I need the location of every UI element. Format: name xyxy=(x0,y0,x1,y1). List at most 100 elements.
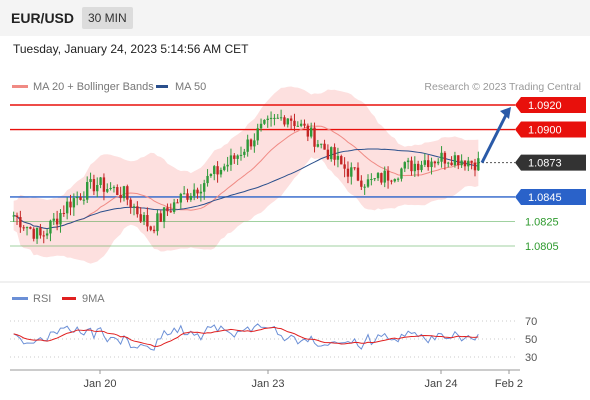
level-label: 1.0900 xyxy=(515,121,586,138)
candle xyxy=(243,148,246,158)
candle xyxy=(32,227,35,242)
candle xyxy=(239,146,243,161)
candle xyxy=(196,187,199,199)
candle xyxy=(309,122,313,139)
candle xyxy=(219,167,223,178)
ma50-legend-label: MA 50 xyxy=(175,81,206,93)
candle xyxy=(336,147,340,168)
candle xyxy=(303,119,306,129)
projection-arrow xyxy=(480,107,511,164)
candle xyxy=(440,146,443,168)
rsi-legend-swatch xyxy=(12,297,28,300)
candle xyxy=(463,160,467,171)
candle xyxy=(162,206,166,229)
candle xyxy=(59,209,62,233)
candle xyxy=(326,144,330,161)
candles xyxy=(12,109,480,244)
candle xyxy=(75,191,79,206)
candle xyxy=(333,143,336,166)
candle xyxy=(22,225,25,231)
rsi-grid: 30 50 70 xyxy=(10,316,537,364)
legend: MA 20 + Bollinger Bands MA 50 Research ©… xyxy=(12,81,581,93)
candle xyxy=(216,161,219,183)
candle xyxy=(306,123,310,142)
candle xyxy=(86,176,89,204)
candle xyxy=(253,133,256,153)
candle xyxy=(106,183,109,194)
candle xyxy=(152,225,156,234)
candle xyxy=(366,174,370,188)
candle xyxy=(35,227,39,244)
ma20-legend-label: MA 20 + Bollinger Bands xyxy=(33,81,154,93)
candle xyxy=(45,228,49,240)
candle xyxy=(299,119,303,128)
candle xyxy=(42,230,45,244)
level-labels: 1.0920 1.0900 1.0873 1.0845 1.0825 1.0805 xyxy=(515,97,586,253)
candle xyxy=(82,191,86,205)
ma50-legend-swatch xyxy=(156,85,168,88)
candle xyxy=(276,114,279,119)
ma50-line xyxy=(13,148,479,230)
candle xyxy=(296,121,300,127)
level-label: 1.0805 xyxy=(525,241,559,253)
x-tick-label: Jan 24 xyxy=(424,378,457,390)
candle xyxy=(12,211,15,222)
candle xyxy=(386,166,390,189)
candle xyxy=(353,167,356,171)
candle xyxy=(186,188,189,203)
bollinger-band xyxy=(13,86,479,264)
candle xyxy=(356,162,360,182)
candle xyxy=(112,185,116,193)
candle xyxy=(69,194,72,216)
candle xyxy=(403,161,406,173)
candle xyxy=(473,158,477,177)
candle xyxy=(189,192,193,202)
candle xyxy=(460,154,463,168)
rsi-ma-line xyxy=(13,326,479,347)
candle xyxy=(156,209,159,236)
candle xyxy=(433,160,437,168)
candle xyxy=(350,162,353,185)
candle xyxy=(15,212,19,225)
candle xyxy=(423,153,427,168)
candle xyxy=(430,157,433,175)
candle xyxy=(380,172,383,185)
price-levels xyxy=(10,104,515,247)
candle xyxy=(370,173,373,186)
candle xyxy=(192,183,196,201)
level-label: 1.0920 xyxy=(515,97,586,113)
candle xyxy=(273,114,276,126)
candle xyxy=(236,154,239,165)
candle xyxy=(116,184,119,196)
timeframe-badge[interactable]: 30 MIN xyxy=(82,7,133,29)
candle xyxy=(437,158,440,166)
candle xyxy=(376,172,380,181)
candle xyxy=(400,167,403,182)
candle xyxy=(467,156,470,172)
candle xyxy=(340,154,343,165)
rsi-legend: RSI 9MA xyxy=(12,293,105,305)
rsi-ma-legend-label: 9MA xyxy=(82,293,105,305)
candle xyxy=(266,115,269,128)
candle xyxy=(293,113,296,132)
candle xyxy=(283,115,286,127)
candle xyxy=(323,139,326,150)
candle xyxy=(129,197,132,214)
candle xyxy=(269,111,273,127)
candle xyxy=(453,151,457,168)
candle xyxy=(136,201,139,218)
candle xyxy=(179,192,183,209)
candle xyxy=(363,184,366,195)
candle xyxy=(226,156,229,172)
svg-text:1.0920: 1.0920 xyxy=(528,100,562,112)
rsi-ma-legend-swatch xyxy=(62,297,76,300)
candle xyxy=(19,210,22,233)
candle xyxy=(330,146,333,162)
candle xyxy=(383,166,386,188)
candle xyxy=(159,210,162,223)
level-label: 1.0825 xyxy=(525,216,559,228)
candle xyxy=(122,185,126,202)
candle xyxy=(279,109,283,121)
time-axis: Jan 20 Jan 23 Jan 24 Feb 2 xyxy=(10,369,523,390)
